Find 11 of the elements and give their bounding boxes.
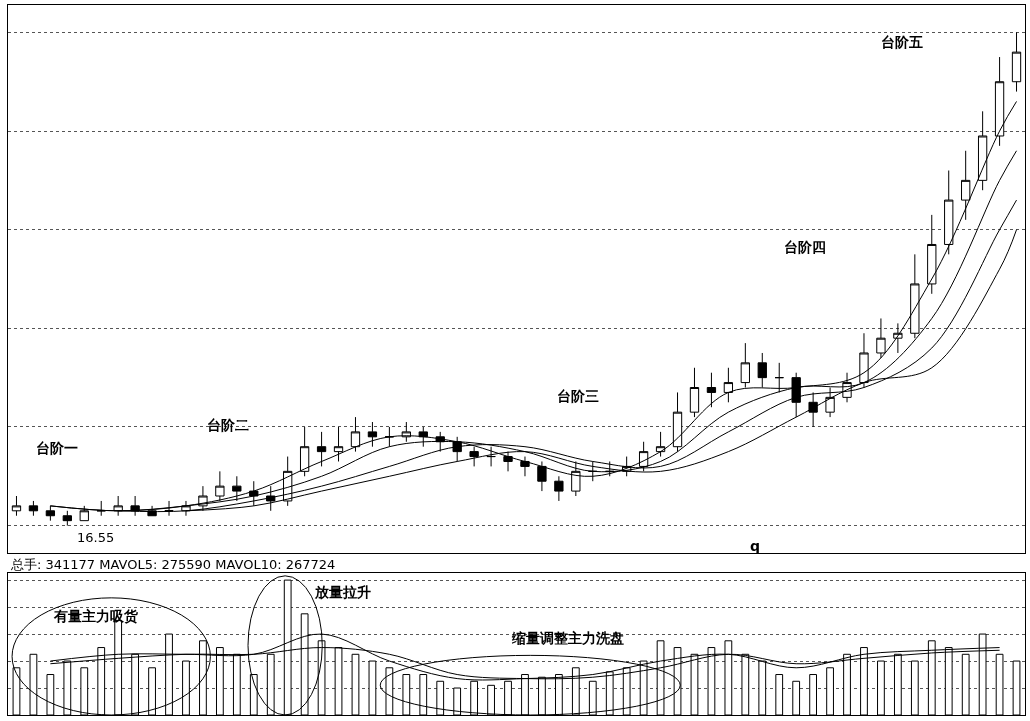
annotation: 放量拉升 bbox=[314, 584, 371, 600]
annotation: 台阶五 bbox=[881, 34, 923, 50]
annotation: 台阶三 bbox=[557, 388, 599, 404]
text: 16.55 bbox=[77, 530, 115, 545]
annotation: 台阶四 bbox=[784, 239, 826, 255]
annotation: 缩量调整主力洗盘 bbox=[511, 630, 624, 646]
text: q bbox=[750, 538, 761, 554]
annotation: 有量主力吸货 bbox=[53, 608, 139, 624]
text: 总手: 341177 MAVOL5: 275590 MAVOL10: 267724 bbox=[10, 557, 336, 572]
annotation: 台阶一 bbox=[36, 440, 78, 456]
annotation: 台阶二 bbox=[207, 417, 249, 433]
